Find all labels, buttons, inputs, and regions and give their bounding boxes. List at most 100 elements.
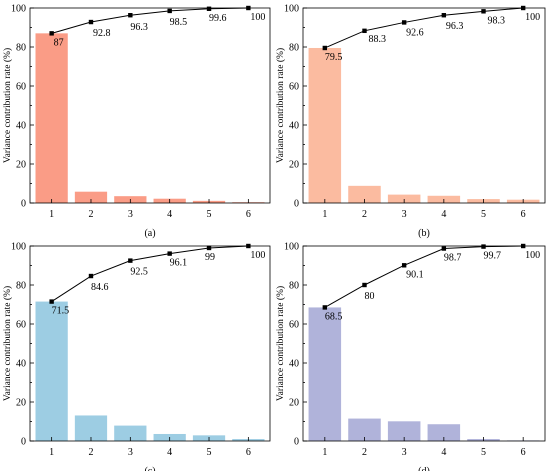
bar	[74, 415, 108, 441]
panel-caption: (b)	[418, 228, 430, 239]
line-marker	[88, 273, 94, 279]
y-tick-label: 60	[16, 320, 26, 331]
bar	[427, 424, 461, 441]
x-tick-label: 1	[49, 447, 54, 458]
bar	[348, 418, 381, 441]
data-label: 96.3	[446, 21, 464, 32]
cumulative-line	[324, 7, 524, 49]
x-tick-label: 2	[88, 447, 93, 458]
x-tick-label: 6	[521, 447, 526, 458]
line-marker	[128, 13, 133, 18]
data-label: 99.7	[484, 251, 502, 262]
line-marker	[481, 244, 486, 249]
x-tick-label: 5	[481, 209, 486, 220]
y-tick-label: 60	[289, 82, 299, 93]
y-tick-label: 80	[16, 43, 26, 54]
data-label: 92.6	[406, 27, 424, 38]
x-tick-label: 3	[402, 447, 407, 458]
y-tick-label: 80	[289, 281, 299, 292]
y-tick-label: 40	[16, 121, 26, 132]
y-tick-label: 0	[294, 437, 299, 448]
x-tick-label: 3	[402, 209, 407, 220]
line-marker	[49, 31, 54, 36]
x-tick-label: 2	[88, 209, 93, 220]
y-axis-title: Variance contribution rate (%)	[275, 48, 286, 163]
y-tick-label: 40	[16, 359, 26, 370]
line-marker	[401, 20, 407, 25]
data-label: 92.5	[130, 267, 148, 278]
y-tick-label: 0	[21, 199, 26, 210]
y-tick-label: 60	[289, 320, 299, 331]
x-tick-label: 5	[207, 447, 212, 458]
data-label: 68.5	[325, 311, 343, 322]
x-tick-label: 3	[128, 447, 133, 458]
cumulative-line	[51, 7, 249, 34]
panel-d: 0 20 40 60 80 100 1 2 3 4 5 6 Variance contribution …	[275, 242, 546, 471]
y-axis-title: Variance contribution rate (%)	[2, 48, 13, 163]
y-axis-title: Variance contribution rate (%)	[2, 286, 13, 401]
panel-c: 0 20 40 60 80 100 1 2 3 4 5 6 Variance contribution …	[2, 242, 271, 471]
bar	[308, 307, 342, 441]
line-marker	[49, 299, 54, 304]
x-tick-label: 4	[441, 209, 446, 220]
data-label: 79.5	[325, 52, 343, 63]
bar	[348, 185, 381, 203]
bar	[387, 421, 421, 441]
y-tick-label: 40	[289, 359, 299, 370]
panel-caption: (d)	[418, 466, 430, 471]
cumulative-line	[51, 245, 249, 302]
line-marker	[128, 258, 133, 263]
x-tick-label: 6	[521, 209, 526, 220]
data-label: 98.5	[170, 17, 188, 28]
y-tick-label: 40	[289, 121, 299, 132]
line-marker	[88, 19, 94, 25]
y-tick-label: 20	[16, 160, 26, 171]
cumulative-line	[324, 245, 524, 308]
x-tick-label: 4	[167, 209, 172, 220]
y-tick-label: 80	[16, 281, 26, 292]
line-marker	[167, 251, 172, 256]
y-tick-label: 80	[289, 43, 299, 54]
line-marker	[206, 245, 212, 251]
y-tick-label: 20	[16, 398, 26, 409]
x-tick-label: 2	[362, 447, 367, 458]
y-tick-label: 100	[284, 242, 299, 253]
data-label: 71.5	[52, 306, 70, 317]
panel-a: 0 20 40 60 80 100 1 2 3 4 5 6 Variance contribution …	[2, 4, 271, 239]
y-tick-label: 60	[16, 82, 26, 93]
x-tick-label: 4	[441, 447, 446, 458]
data-label: 90.1	[406, 269, 424, 280]
data-label: 84.6	[91, 282, 109, 293]
line-marker	[520, 5, 526, 11]
data-label: 96.1	[170, 258, 188, 269]
data-label: 87	[54, 37, 64, 48]
bar	[114, 425, 147, 441]
panel-caption: (a)	[144, 228, 155, 239]
x-tick-label: 1	[322, 447, 327, 458]
y-tick-label: 20	[289, 398, 299, 409]
y-tick-label: 100	[284, 4, 299, 15]
bar	[35, 301, 68, 441]
data-label: 99.6	[209, 13, 227, 24]
line-marker	[167, 8, 172, 14]
x-tick-label: 6	[246, 209, 251, 220]
data-label: 100	[250, 250, 265, 261]
bar	[308, 47, 342, 203]
panel-b: 0 20 40 60 80 100 1 2 3 4 5 6 Variance contribution …	[275, 4, 546, 239]
y-tick-label: 20	[289, 160, 299, 171]
y-tick-label: 100	[11, 242, 26, 253]
data-label: 99	[205, 252, 215, 263]
data-label: 80	[364, 291, 374, 302]
data-label: 100	[525, 250, 540, 261]
x-tick-label: 5	[207, 209, 212, 220]
data-label: 96.3	[130, 22, 148, 33]
x-tick-label: 5	[481, 447, 486, 458]
data-label: 100	[250, 12, 265, 23]
line-marker	[441, 13, 447, 18]
line-marker	[322, 45, 328, 51]
x-tick-label: 1	[49, 209, 54, 220]
x-tick-label: 3	[128, 209, 133, 220]
line-marker	[362, 28, 367, 34]
panel-caption: (c)	[144, 466, 155, 471]
